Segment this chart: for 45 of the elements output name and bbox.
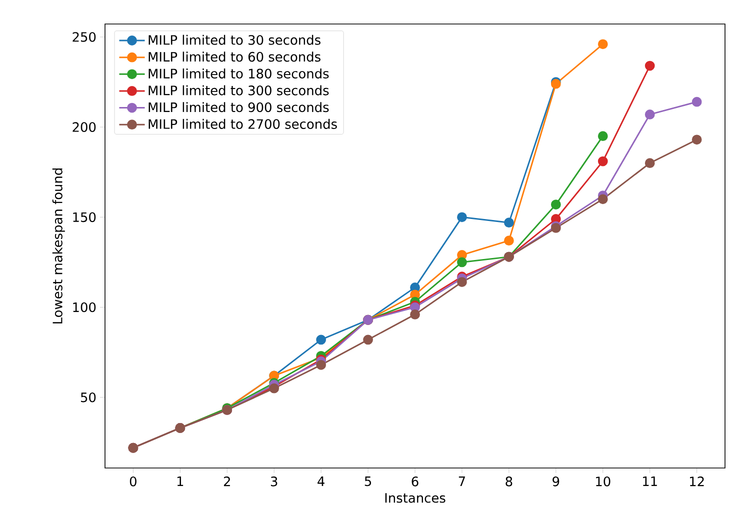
point bbox=[504, 218, 514, 228]
x-tick-label: 7 bbox=[458, 476, 465, 486]
y-tick-label: 50 bbox=[81, 392, 96, 402]
point bbox=[598, 194, 608, 204]
point bbox=[316, 334, 326, 345]
point bbox=[504, 236, 514, 246]
point bbox=[692, 134, 702, 145]
point bbox=[457, 277, 467, 287]
x-tick-label: 0 bbox=[130, 476, 136, 486]
x-tick-label: 6 bbox=[412, 476, 418, 486]
point bbox=[457, 212, 467, 222]
x-tick-label: 2 bbox=[224, 476, 230, 486]
point bbox=[644, 60, 655, 71]
point bbox=[363, 334, 373, 345]
point bbox=[692, 96, 702, 107]
x-tick-label: 5 bbox=[364, 476, 372, 486]
y-tick-label: 200 bbox=[72, 122, 96, 132]
x-axis-title: Instances bbox=[385, 493, 446, 503]
y-axis-title: Lowest makespan found bbox=[52, 168, 65, 324]
x-tick-label: 4 bbox=[318, 476, 324, 486]
legend-label: MILP limited to 180 seconds bbox=[148, 68, 329, 79]
point bbox=[644, 158, 655, 168]
x-tick-label: 12 bbox=[690, 476, 704, 486]
point bbox=[598, 131, 608, 142]
legend-label: MILP limited to 60 seconds bbox=[148, 52, 320, 62]
y-tick-label: 100 bbox=[73, 302, 96, 312]
legend-label: MILP limited to 30 seconds bbox=[148, 34, 320, 45]
point bbox=[550, 200, 561, 210]
x-tick-label: 1 bbox=[177, 476, 184, 486]
point bbox=[410, 310, 420, 320]
x-tick-label: 8 bbox=[506, 476, 512, 486]
x-tick-label: 10 bbox=[596, 476, 610, 486]
legend-label: MILP limited to 900 seconds bbox=[148, 102, 329, 112]
point bbox=[598, 39, 608, 50]
y-tick-label: 150 bbox=[73, 212, 96, 222]
x-tick-label: 3 bbox=[270, 476, 278, 486]
point bbox=[598, 156, 608, 166]
x-tick-label: 9 bbox=[552, 476, 560, 486]
point bbox=[316, 360, 326, 370]
legend-label: MILP limited to 2700 seconds bbox=[148, 118, 337, 129]
point bbox=[644, 110, 655, 120]
point bbox=[457, 257, 467, 268]
y-tick-label: 250 bbox=[72, 32, 96, 42]
legend-label: MILP limited to 300 seconds bbox=[148, 85, 329, 96]
x-tick-label: 11 bbox=[643, 476, 657, 486]
